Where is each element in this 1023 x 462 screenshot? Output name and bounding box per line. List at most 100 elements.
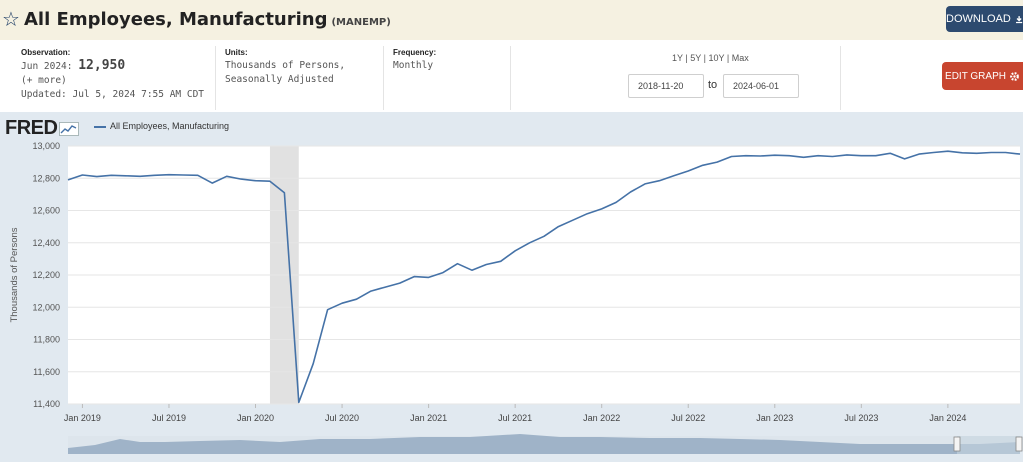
data-point[interactable]	[66, 177, 71, 182]
data-point[interactable]	[859, 153, 864, 158]
data-point[interactable]	[80, 173, 85, 178]
data-point[interactable]	[1003, 150, 1008, 155]
data-point[interactable]	[816, 153, 821, 158]
data-point[interactable]	[989, 150, 994, 155]
y-tick-label: 12,800	[32, 173, 60, 183]
range-1y[interactable]: 1Y	[672, 53, 683, 63]
data-point[interactable]	[917, 152, 922, 157]
data-point[interactable]	[412, 274, 417, 279]
x-tick-label: Jan 2023	[756, 413, 793, 423]
data-point[interactable]	[383, 285, 388, 290]
data-point[interactable]	[267, 179, 272, 184]
data-point[interactable]	[296, 400, 301, 405]
data-point[interactable]	[311, 361, 316, 366]
data-point[interactable]	[469, 268, 474, 273]
data-point[interactable]	[109, 173, 114, 178]
data-point[interactable]	[570, 218, 575, 223]
data-point[interactable]	[686, 168, 691, 173]
navigator-left-handle[interactable]	[953, 436, 961, 452]
data-point[interactable]	[743, 153, 748, 158]
data-point[interactable]	[166, 172, 171, 177]
data-point[interactable]	[354, 297, 359, 302]
range-10y[interactable]: 10Y	[708, 53, 725, 63]
x-tick-label: Jan 2019	[64, 413, 101, 423]
start-date-input[interactable]: 2018-11-20	[628, 74, 704, 98]
series-id: (MANEMP)	[331, 17, 391, 28]
data-point[interactable]	[484, 262, 489, 267]
data-point[interactable]	[253, 178, 258, 183]
data-point[interactable]	[873, 153, 878, 158]
more-link[interactable]: (+ more)	[21, 75, 67, 86]
favorite-star-icon[interactable]: ☆	[2, 7, 20, 31]
divider	[510, 46, 511, 110]
data-point[interactable]	[556, 224, 561, 229]
data-point[interactable]	[181, 173, 186, 178]
line-chart[interactable]: 11,400 11,600 11,800 12,000 12,200 12,400 12,6…	[0, 112, 1023, 462]
data-point[interactable]	[974, 151, 979, 156]
data-point[interactable]	[758, 153, 763, 158]
units-label: Units:	[225, 48, 248, 57]
data-point[interactable]	[642, 181, 647, 186]
data-point[interactable]	[138, 174, 143, 179]
fred-graph-icon	[59, 121, 80, 136]
data-point[interactable]	[123, 173, 128, 178]
data-point[interactable]	[960, 150, 965, 155]
data-point[interactable]	[772, 153, 777, 158]
data-point[interactable]	[614, 200, 619, 205]
data-point[interactable]	[340, 301, 345, 306]
data-point[interactable]	[210, 181, 215, 186]
fred-logo: FRED	[5, 117, 80, 140]
data-point[interactable]	[888, 151, 893, 156]
observation-date: Jun 2024:	[21, 61, 73, 72]
end-date-input[interactable]: 2024-06-01	[723, 74, 799, 98]
data-point[interactable]	[152, 173, 157, 178]
data-point[interactable]	[844, 152, 849, 157]
y-tick-label: 11,800	[33, 335, 60, 345]
x-tick-label: Jan 2021	[410, 413, 447, 423]
range-max[interactable]: Max	[731, 53, 749, 63]
data-point[interactable]	[628, 189, 633, 194]
data-point[interactable]	[599, 206, 604, 211]
units-block: Units: Thousands of Persons, Seasonally …	[225, 48, 345, 87]
data-point[interactable]	[455, 261, 460, 266]
data-point[interactable]	[945, 149, 950, 154]
data-point[interactable]	[368, 289, 373, 294]
data-point[interactable]	[657, 178, 662, 183]
date-to-label: to	[708, 79, 718, 91]
y-axis-label: Thousands of Persons	[9, 227, 20, 322]
data-point[interactable]	[224, 174, 229, 179]
data-point[interactable]	[426, 275, 431, 280]
data-point[interactable]	[195, 173, 200, 178]
y-tick-label: 12,200	[32, 270, 60, 280]
data-point[interactable]	[542, 234, 547, 239]
range-navigator[interactable]	[68, 434, 1023, 454]
legend-label: All Employees, Manufacturing	[110, 121, 230, 131]
data-point[interactable]	[671, 173, 676, 178]
y-tick-label: 12,400	[32, 238, 60, 248]
data-point[interactable]	[700, 163, 705, 168]
data-point[interactable]	[527, 240, 532, 245]
navigator-right-handle[interactable]	[1015, 436, 1023, 452]
data-point[interactable]	[787, 153, 792, 158]
data-point[interactable]	[498, 259, 503, 264]
download-button[interactable]: DOWNLOAD	[946, 6, 1023, 32]
data-point[interactable]	[441, 270, 446, 275]
data-point[interactable]	[585, 211, 590, 216]
data-point[interactable]	[397, 281, 402, 286]
data-point[interactable]	[931, 150, 936, 155]
range-5y[interactable]: 5Y	[690, 53, 702, 63]
updated-text: Updated: Jul 5, 2024 7:55 AM CDT	[21, 89, 205, 100]
data-point[interactable]	[239, 177, 244, 182]
data-point[interactable]	[94, 174, 99, 179]
data-point[interactable]	[513, 248, 518, 253]
series-line[interactable]	[67, 150, 1021, 404]
data-point[interactable]	[830, 154, 835, 159]
data-point[interactable]	[1018, 152, 1023, 157]
data-point[interactable]	[715, 160, 720, 165]
data-point[interactable]	[325, 307, 330, 312]
data-point[interactable]	[729, 154, 734, 159]
data-point[interactable]	[902, 156, 907, 161]
data-point[interactable]	[282, 190, 287, 195]
data-point[interactable]	[801, 155, 806, 160]
edit-graph-button[interactable]: EDIT GRAPH	[942, 62, 1023, 90]
